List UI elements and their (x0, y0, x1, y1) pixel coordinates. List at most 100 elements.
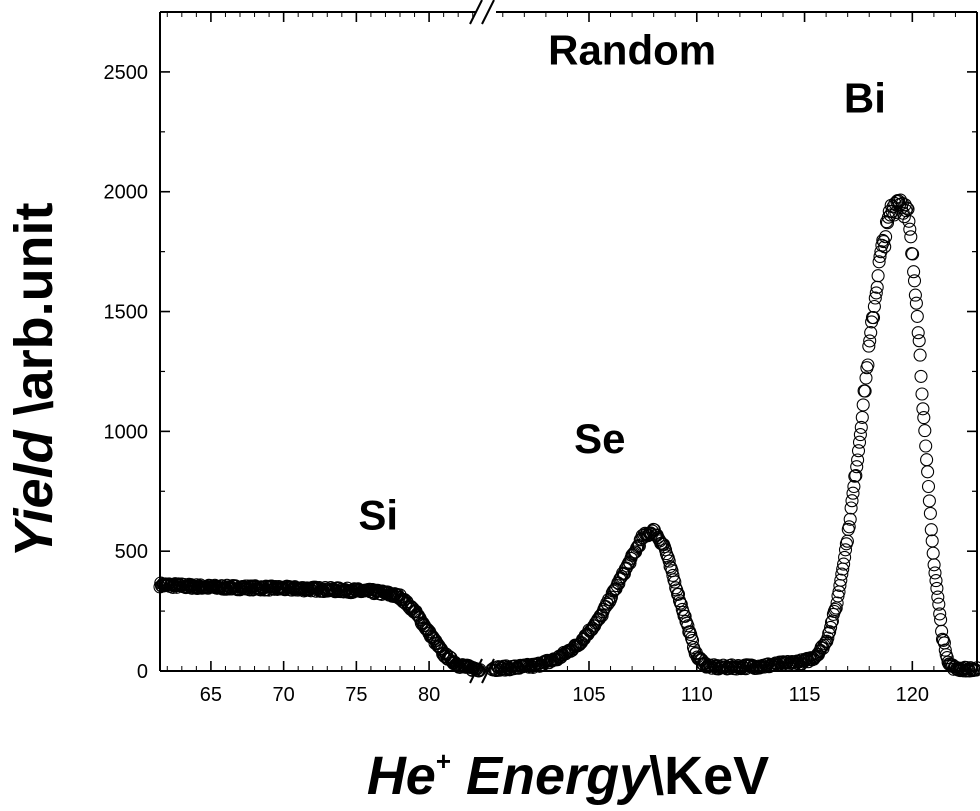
data-point (871, 269, 885, 283)
data-point (685, 633, 700, 648)
data-point (878, 240, 892, 254)
data-point (879, 230, 893, 244)
data-point (868, 291, 882, 305)
data-point (668, 575, 682, 589)
data-point (837, 557, 851, 571)
x-tick-label-70: 70 (273, 684, 295, 706)
data-point (828, 602, 842, 617)
data-point (864, 326, 878, 340)
data-point (617, 567, 631, 581)
data-point (872, 255, 886, 269)
data-point (921, 465, 935, 479)
data-point (851, 453, 865, 467)
data-point (924, 523, 938, 537)
x-tick-label-105: 105 (572, 684, 605, 706)
data-point (844, 501, 858, 515)
y-axis-label: Yield \arb.unit (4, 202, 64, 557)
y-tick-label-0: 0 (137, 661, 148, 683)
data-point (910, 309, 924, 323)
data-point (926, 546, 940, 560)
y-tick-label-500: 500 (115, 541, 148, 563)
data-point (681, 619, 695, 633)
data-point (927, 558, 941, 572)
data-point (671, 587, 686, 601)
data-point (893, 193, 908, 207)
data-point (902, 214, 916, 228)
data-point (921, 479, 936, 494)
data-point (678, 609, 692, 623)
data-point (869, 286, 883, 300)
data-point (912, 334, 926, 348)
data-point (850, 460, 864, 474)
x-axis-label-unit: \KeV (649, 746, 769, 806)
annotation-si: Si (358, 492, 398, 539)
data-point (907, 265, 921, 279)
annotations: Random Si Se Bi (358, 27, 886, 539)
data-point (605, 586, 619, 600)
data-point (858, 384, 872, 398)
annotation-bi: Bi (844, 75, 886, 122)
x-axis-label-superscript: + (436, 746, 451, 776)
data-point (824, 620, 838, 634)
annotation-se: Se (574, 415, 625, 462)
data-point (845, 494, 859, 508)
data-point (911, 326, 925, 340)
x-tick-label-110: 110 (681, 684, 713, 706)
data-point (821, 631, 835, 645)
data-point (904, 230, 918, 244)
data-point (853, 428, 867, 442)
data-point (842, 520, 856, 534)
data-point (933, 607, 947, 621)
x-tick-label-65: 65 (200, 684, 222, 706)
x-axis-label: He+ Energy\KeV (367, 746, 769, 806)
data-point (903, 222, 917, 236)
data-markers (153, 193, 980, 678)
data-point (913, 348, 927, 362)
data-point (932, 597, 946, 611)
data-point (852, 435, 867, 449)
data-point (861, 358, 875, 372)
data-point (857, 384, 871, 398)
data-point (846, 486, 860, 500)
data-point (929, 574, 943, 588)
data-point (854, 420, 868, 434)
data-point (757, 660, 771, 674)
x-tick-label-115: 115 (789, 684, 821, 706)
x-tick-label-75: 75 (345, 684, 367, 706)
data-point (909, 296, 923, 310)
data-point (925, 534, 939, 548)
data-point (922, 494, 936, 508)
data-point (669, 581, 683, 595)
data-point (847, 479, 861, 494)
data-point (817, 638, 831, 652)
data-point (931, 590, 945, 604)
data-point (856, 398, 870, 412)
x-tick-label-120: 120 (896, 684, 929, 706)
data-point (917, 411, 931, 425)
data-point (920, 453, 934, 467)
data-point (604, 590, 618, 604)
data-point (835, 567, 849, 581)
data-point (849, 469, 863, 483)
data-point (862, 339, 876, 353)
data-point (859, 371, 873, 385)
data-point (866, 311, 881, 325)
axis-break-mark-bottom-2 (481, 658, 495, 684)
data-point (908, 288, 922, 302)
data-point (855, 410, 869, 424)
axis-break-mark-bottom-1 (469, 658, 483, 684)
data-point (916, 402, 930, 416)
data-point (876, 233, 890, 247)
data-point (923, 506, 937, 520)
data-point (906, 247, 920, 261)
data-point (851, 444, 866, 458)
data-point (830, 596, 844, 610)
y-tick-label-2000: 2000 (104, 182, 149, 204)
x-axis-label-he: He (367, 746, 436, 806)
data-point (662, 554, 676, 568)
data-point (838, 550, 852, 564)
data-point (834, 573, 848, 587)
axes (159, 0, 978, 684)
data-point (632, 539, 646, 553)
